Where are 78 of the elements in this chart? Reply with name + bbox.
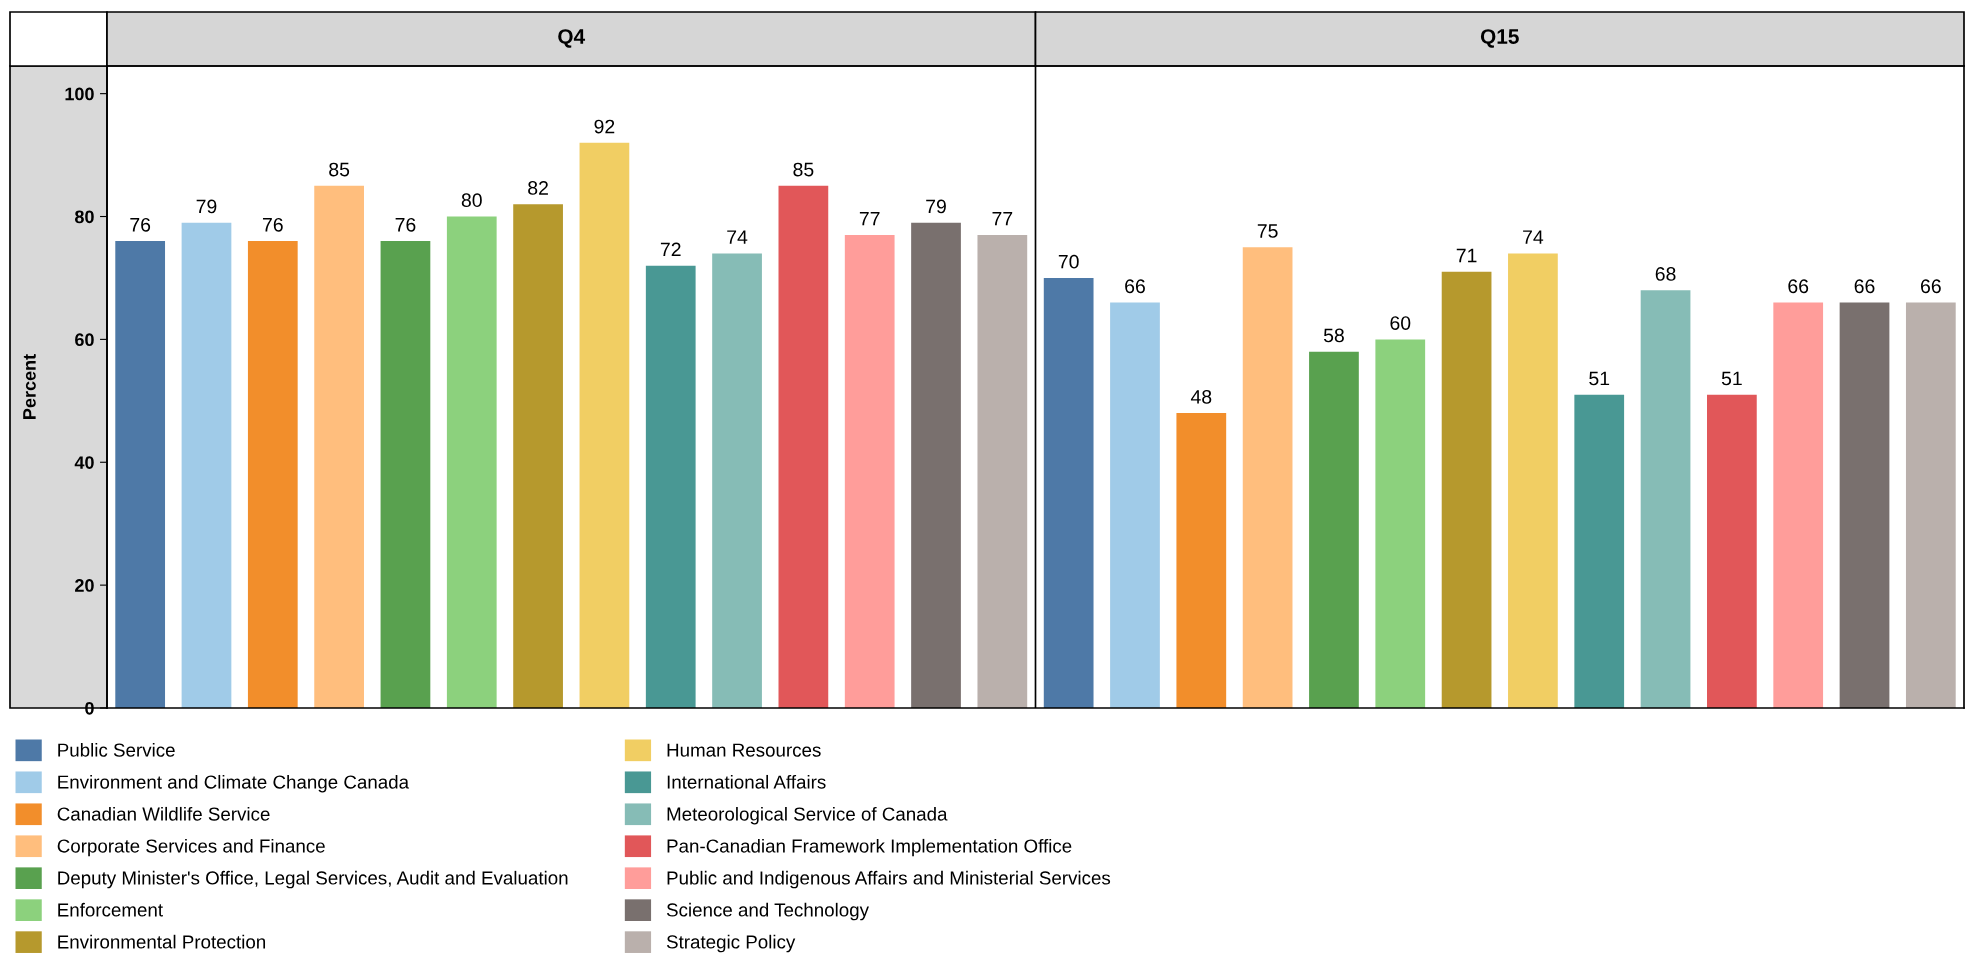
data-label: 58 — [1323, 328, 1344, 343]
bar — [1242, 247, 1293, 708]
y-tick-label: 60 — [75, 333, 94, 347]
bar — [1508, 253, 1558, 708]
bar — [579, 142, 630, 708]
y-tick-label: 40 — [74, 456, 94, 469]
data-label: 77 — [859, 211, 880, 226]
legend-label: Deputy Minister's Office, Legal Services, Audit and Evaluation — [58, 870, 568, 889]
data-label: 92 — [594, 119, 615, 134]
data-label: 79 — [926, 199, 946, 214]
bar — [314, 185, 364, 708]
legend-label: Public and Indigenous Affairs and Ministerial Services — [667, 870, 1111, 889]
bar — [1905, 302, 1956, 708]
data-label: 82 — [528, 181, 548, 195]
legend-label: Meteorological Service of Canada — [667, 806, 948, 825]
bar — [1110, 302, 1160, 708]
data-label: 75 — [1257, 224, 1278, 238]
bar — [1043, 277, 1094, 708]
bar — [1309, 351, 1359, 708]
bar — [911, 222, 961, 708]
data-label: 51 — [1589, 371, 1610, 386]
legend-label: Environmental Protection — [58, 934, 266, 949]
bar — [977, 234, 1028, 708]
bar — [778, 185, 829, 708]
data-label: 51 — [1721, 371, 1742, 386]
data-label: 85 — [329, 162, 350, 177]
legend-label: Canadian Wildlife Service — [57, 806, 270, 821]
data-label: 66 — [1854, 279, 1875, 294]
data-label: 68 — [1655, 267, 1676, 281]
data-label: 74 — [1523, 230, 1544, 244]
data-label: 71 — [1456, 248, 1477, 263]
data-label: 66 — [1788, 279, 1809, 294]
bar — [1574, 394, 1625, 708]
bar — [1773, 302, 1824, 708]
legend-label: Science and Technology — [666, 902, 869, 921]
bar — [115, 241, 166, 708]
bar — [181, 222, 232, 708]
legend-label: International Affairs — [667, 774, 826, 789]
bar — [247, 241, 298, 708]
legend-label: Human Resources — [667, 743, 821, 757]
legend-label: Corporate Services and Finance — [57, 838, 325, 857]
data-label: 72 — [660, 242, 681, 257]
y-tick-label: 80 — [74, 210, 94, 224]
data-label: 79 — [196, 199, 217, 214]
bar — [513, 204, 563, 708]
bar — [380, 241, 431, 708]
data-label: 48 — [1190, 389, 1212, 404]
data-label: 66 — [1921, 279, 1941, 294]
bar — [1839, 302, 1890, 708]
bar — [645, 265, 696, 708]
bar — [446, 216, 497, 708]
y-tick-label: 100 — [65, 87, 94, 101]
legend-label: Public Service — [58, 742, 175, 757]
data-label: 74 — [727, 230, 748, 244]
bar — [1707, 394, 1757, 708]
data-label: 77 — [992, 211, 1013, 226]
x-tick-label: Q15 — [1480, 29, 1519, 48]
legend-label: Strategic Policy — [666, 934, 796, 953]
legend-label: Pan-Canadian Framework Implementation Office — [667, 838, 1072, 857]
data-label: 60 — [1390, 316, 1411, 330]
data-label: 66 — [1125, 279, 1145, 294]
data-label: 85 — [793, 162, 814, 177]
data-label: 76 — [395, 217, 416, 232]
legend-label: Environment and Climate Change Canada — [58, 774, 410, 793]
bar — [712, 253, 762, 708]
x-tick-label: Q4 — [558, 29, 586, 48]
bar — [1441, 271, 1492, 708]
data-label: 76 — [130, 217, 151, 232]
bar — [1640, 290, 1691, 708]
y-axis-title: Percent — [23, 354, 36, 419]
legend-label: Enforcement — [58, 902, 163, 917]
bar — [1375, 339, 1426, 708]
data-label: 70 — [1058, 254, 1079, 269]
bar — [844, 234, 895, 708]
y-tick-label: 20 — [75, 579, 94, 592]
bar — [1176, 413, 1227, 708]
data-label: 80 — [461, 193, 482, 208]
data-label: 76 — [262, 217, 283, 232]
